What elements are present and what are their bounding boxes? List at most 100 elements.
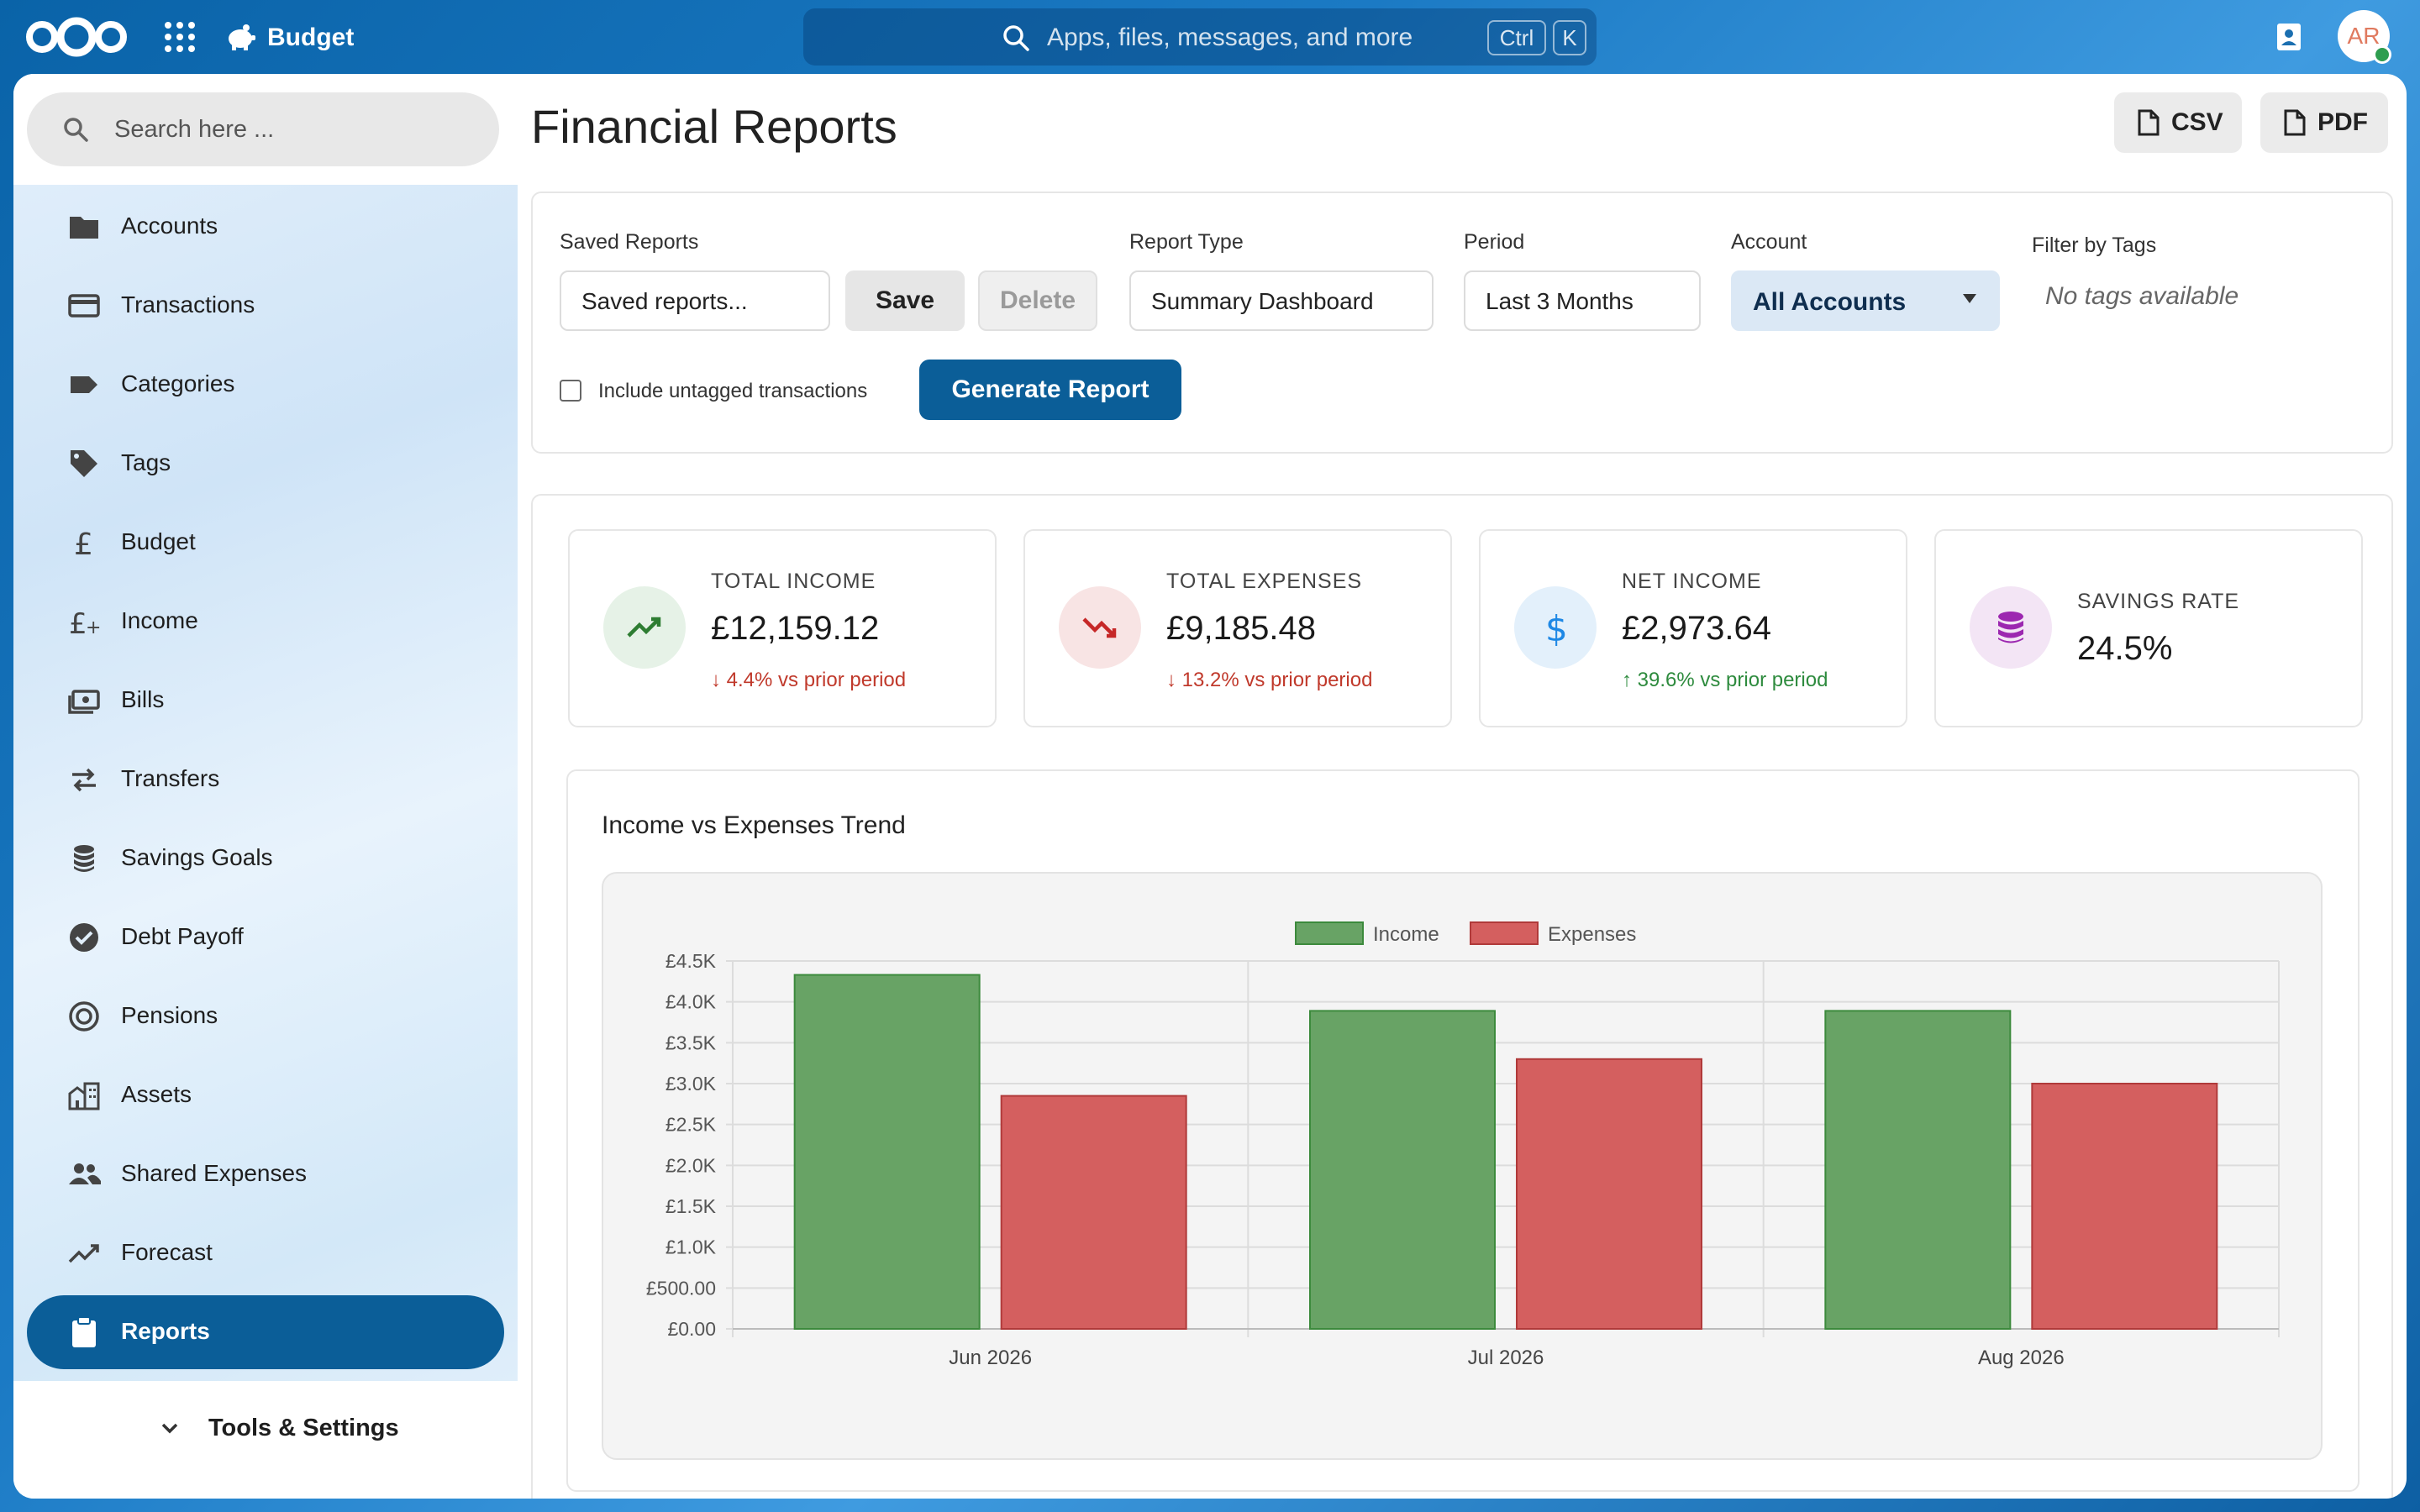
delete-report-button[interactable]: Delete (978, 270, 1097, 331)
filter-by-tags-label: Filter by Tags (2032, 234, 2157, 257)
card-icon-circle (1970, 586, 2052, 669)
no-tags-message: No tags available (2045, 282, 2239, 310)
sidebar-item-budget[interactable]: £ Budget (27, 506, 504, 580)
swap-arrows-icon (72, 768, 96, 792)
legend-swatch-expenses (1470, 921, 1539, 945)
pound-icon: £ (74, 528, 93, 559)
sidebar-item-label: Reports (121, 1318, 210, 1344)
bar-income-aug-2026 (1824, 1010, 2012, 1331)
sidebar-item-label: Budget (121, 528, 196, 554)
sidebar-item-assets[interactable]: Assets (27, 1058, 504, 1132)
bar-income-jun-2026 (793, 974, 981, 1331)
sidebar-item-shared-expenses[interactable]: Shared Expenses (27, 1137, 504, 1211)
card-value: £2,973.64 (1622, 610, 1771, 647)
target-ring-icon (69, 1001, 99, 1032)
coin-stack-icon (74, 845, 94, 872)
chart-title: Income vs Expenses Trend (602, 811, 906, 839)
sidebar-item-label: Assets (121, 1081, 192, 1107)
card-change: ↓ 13.2% vs prior period (1166, 669, 1373, 691)
chevron-down-icon (161, 1423, 178, 1434)
card-icon-circle: $ (1514, 586, 1597, 669)
online-status-icon (2373, 45, 2391, 64)
avatar-initials: AR (2347, 23, 2381, 49)
summary-card-total-expenses: TOTAL EXPENSES £9,185.48 ↓ 13.2% vs prio… (1023, 529, 1452, 727)
people-icon (69, 1163, 101, 1184)
sidebar-item-bills[interactable]: Bills (27, 664, 504, 738)
tools-settings-toggle[interactable]: Tools & Settings (13, 1381, 518, 1499)
sidebar-item-label: Pensions (121, 1002, 218, 1028)
svg-text:£: £ (74, 528, 93, 559)
page-title: Financial Reports (531, 100, 897, 153)
save-report-button[interactable]: Save (845, 270, 965, 331)
include-untagged-label[interactable]: Include untagged transactions (598, 380, 868, 402)
x-tick-label: Jul 2026 (1468, 1347, 1544, 1369)
summary-card-total-income: TOTAL INCOME £12,159.12 ↓ 4.4% vs prior … (568, 529, 997, 727)
account-select-value: All Accounts (1753, 288, 1907, 316)
sidebar-search-input[interactable]: Search here ... (27, 92, 499, 166)
export-pdf-button[interactable]: PDF (2260, 92, 2388, 153)
generate-report-button[interactable]: Generate Report (919, 360, 1181, 420)
card-title: NET INCOME (1622, 570, 1762, 593)
report-type-select[interactable]: Summary Dashboard (1129, 270, 1434, 331)
svg-text:+: + (86, 617, 101, 638)
card-icon-circle (1059, 586, 1141, 669)
saved-reports-label: Saved Reports (560, 230, 699, 254)
csv-label: CSV (2171, 108, 2223, 136)
sidebar-item-pensions[interactable]: Pensions (27, 979, 504, 1053)
include-untagged-checkbox[interactable] (560, 380, 581, 402)
sidebar-item-income[interactable]: £ + Income (27, 585, 504, 659)
bar-expenses-jul-2026 (1516, 1058, 1702, 1331)
y-tick-label: £3.0K (666, 1073, 717, 1095)
y-tick-label: £2.5K (666, 1114, 717, 1136)
export-csv-button[interactable]: CSV (2114, 92, 2242, 153)
app-menu-icon[interactable] (165, 22, 195, 52)
search-icon (1003, 25, 1029, 51)
legend-label-expenses: Expenses (1548, 923, 1636, 946)
card-value: £12,159.12 (711, 610, 880, 647)
sidebar-item-transfers[interactable]: Transfers (27, 743, 504, 816)
income-expenses-bar-chart: £0.00 £500.00 £1.0K £1.5K £2.0K £2.5K £3.0K £3.… (646, 921, 2280, 1369)
period-label: Period (1464, 230, 1525, 254)
card-value: £9,185.48 (1166, 610, 1316, 647)
saved-reports-select[interactable]: Saved reports... (560, 270, 830, 331)
card-title: SAVINGS RATE (2077, 590, 2240, 613)
account-select[interactable]: All Accounts (1731, 270, 2000, 331)
period-select[interactable]: Last 3 Months (1464, 270, 1701, 331)
sidebar-item-categories[interactable]: Categories (27, 348, 504, 422)
report-type-label: Report Type (1129, 230, 1244, 254)
svg-text:$: $ (1545, 609, 1568, 646)
user-avatar[interactable]: AR (2338, 10, 2391, 64)
sidebar-item-label: Shared Expenses (121, 1160, 308, 1186)
legend-swatch-income (1295, 921, 1364, 945)
y-tick-label: £1.5K (666, 1195, 717, 1217)
bar-expenses-aug-2026 (2031, 1083, 2218, 1330)
unified-search[interactable]: Apps, files, messages, and more Ctrl K (803, 8, 1597, 66)
sidebar-search-placeholder: Search here ... (114, 116, 275, 143)
trending-down-icon (1082, 617, 1117, 638)
file-icon (2138, 109, 2160, 136)
chart-area: £0.00 £500.00 £1.0K £1.5K £2.0K £2.5K £3.0K £3.… (602, 872, 2323, 1460)
bar-income-jul-2026 (1309, 1010, 1496, 1331)
check-circle-icon (70, 923, 98, 952)
summary-card-savings-rate: SAVINGS RATE 24.5% (1934, 529, 2363, 727)
sidebar-item-savings-goals[interactable]: Savings Goals (27, 822, 504, 895)
cash-icon (68, 690, 100, 714)
sidebar-item-forecast[interactable]: Forecast (27, 1216, 504, 1290)
x-tick-label: Jun 2026 (949, 1347, 1032, 1369)
sidebar-item-transactions[interactable]: Transactions (27, 269, 504, 343)
trend-line-icon (68, 1244, 99, 1263)
label-icon (71, 376, 97, 393)
sidebar-item-tags[interactable]: Tags (27, 427, 504, 501)
nextcloud-logo-icon[interactable] (24, 15, 129, 59)
contacts-icon[interactable] (2272, 20, 2306, 54)
sidebar-item-label: Categories (121, 370, 235, 396)
bar-expenses-jun-2026 (1000, 1095, 1187, 1330)
sidebar-item-debt-payoff[interactable]: Debt Payoff (27, 900, 504, 974)
account-label: Account (1731, 230, 1807, 254)
search-icon (64, 118, 88, 142)
sidebar-item-reports[interactable]: Reports (27, 1295, 504, 1369)
report-filters: Saved Reports Saved reports... Save Dele… (531, 192, 2393, 454)
tools-settings-label: Tools & Settings (208, 1415, 399, 1441)
sidebar-item-accounts[interactable]: Accounts (27, 190, 504, 264)
app-name[interactable]: Budget (267, 24, 355, 51)
